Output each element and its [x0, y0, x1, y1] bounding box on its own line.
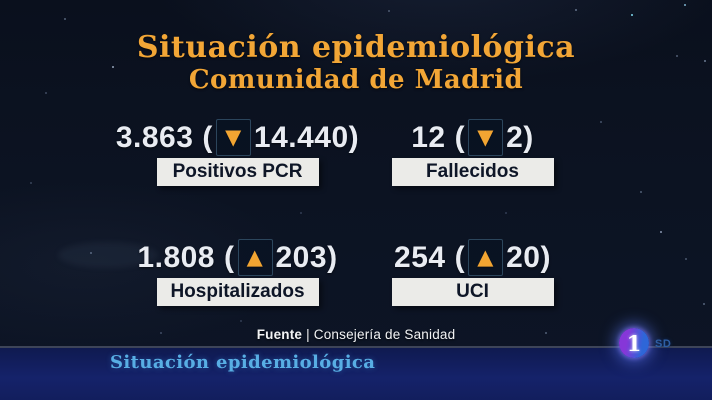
trend-box: ▲ [468, 239, 504, 276]
paren-open: ( [454, 121, 466, 154]
stat-number: 254 ( ▲ 20 ) [394, 239, 551, 276]
paren-close: ) [540, 241, 551, 274]
stat-uci: 254 ( ▲ 20 ) UCI [365, 239, 580, 306]
stat-hospitalizados: 1.808 ( ▲ 203 ) Hospitalizados [105, 239, 370, 306]
stat-value: 12 [411, 121, 446, 154]
stat-delta: 2 [506, 121, 524, 154]
paren-open: ( [202, 121, 213, 154]
paren-close: ) [327, 241, 338, 274]
la1-channel-logo: 1 [619, 328, 649, 358]
trend-up-icon: ▲ [246, 245, 264, 269]
source-separator: | [306, 327, 310, 342]
stat-number: 1.808 ( ▲ 203 ) [137, 239, 337, 276]
paren-open: ( [224, 241, 235, 274]
source-attribution: Fuente | Consejería de Sanidad [0, 327, 712, 342]
trend-box: ▲ [237, 239, 273, 276]
paren-open: ( [454, 241, 466, 274]
source-prefix: Fuente [256, 327, 303, 342]
trend-down-icon: ▼ [225, 125, 242, 149]
stat-label: UCI [391, 278, 554, 306]
stat-label: Positivos PCR [156, 158, 319, 186]
source-name: Consejería de Sanidad [313, 327, 456, 342]
sd-quality-badge: SD [655, 338, 672, 350]
stat-value: 254 [394, 241, 446, 274]
paren-close: ) [523, 121, 534, 154]
lower-third-bar: Situación epidemiológica [0, 346, 712, 400]
page-title: Situación epidemiológica [136, 30, 576, 65]
stat-positivos-pcr: 3.863 ( ▼ 14.440 ) Positivos PCR [105, 119, 370, 186]
stat-fallecidos: 12 ( ▼ 2 ) Fallecidos [365, 119, 580, 186]
stat-value: 1.808 [137, 241, 215, 274]
trend-box: ▼ [468, 119, 504, 156]
stat-delta: 14.440 [253, 121, 349, 154]
trend-down-icon: ▼ [477, 125, 494, 149]
background-smudge [58, 242, 158, 268]
stat-value: 3.863 [115, 121, 194, 154]
channel-number: 1 [626, 330, 642, 356]
trend-up-icon: ▲ [477, 245, 494, 269]
stat-delta: 20 [506, 241, 541, 274]
headline: Situación epidemiológica Comunidad de Ma… [0, 30, 712, 96]
stat-number: 3.863 ( ▼ 14.440 ) [116, 119, 359, 156]
ticker-headline: Situación epidemiológica [110, 352, 376, 373]
paren-close: ) [348, 121, 360, 154]
trend-box: ▼ [215, 119, 251, 156]
page-subtitle: Comunidad de Madrid [188, 65, 524, 95]
starfield-background [0, 0, 2, 2]
stat-delta: 203 [275, 241, 328, 274]
stat-number: 12 ( ▼ 2 ) [411, 119, 534, 156]
stat-label: Hospitalizados [156, 278, 319, 306]
stat-label: Fallecidos [391, 158, 554, 186]
